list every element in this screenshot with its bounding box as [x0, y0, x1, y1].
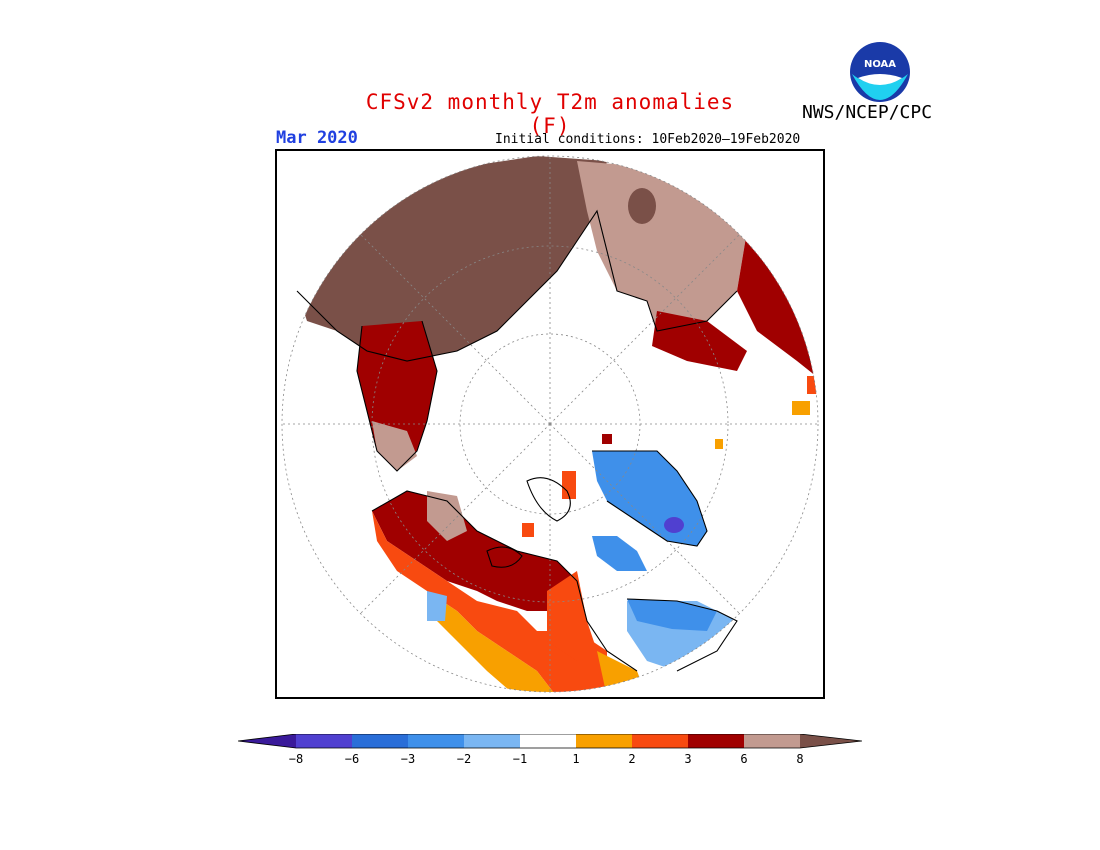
anomaly-m6-m3-siberia [664, 517, 684, 533]
anomaly-6-8-east [577, 161, 747, 331]
chart-title: CFSv2 monthly T2m anomalies (F) [365, 90, 735, 138]
anomaly-m3-m2-central [592, 536, 647, 571]
anomaly-3-6-namerica [372, 491, 577, 611]
colorbar-gt-p8 [800, 734, 862, 748]
colorbar-label-p2: 2 [628, 752, 636, 766]
colorbar-lt-minus8 [238, 734, 296, 748]
colorbar [238, 734, 862, 749]
anomaly-m2-m1-bottom [492, 689, 504, 692]
anomaly-3-6-east-edge [697, 171, 818, 381]
colorbar-m8-m6 [296, 734, 352, 748]
anomaly-1-2-spot-a [792, 401, 810, 415]
colorbar-m1-p1 [520, 734, 576, 748]
anomaly-m2-m1-west [427, 591, 447, 621]
svg-text:NOAA: NOAA [864, 59, 896, 70]
organization-label: NWS/NCEP/CPC [802, 102, 933, 123]
anomaly-1-2-us-east [597, 651, 647, 692]
colorbar-label-m6: −6 [344, 752, 360, 766]
anomaly-3-6-scandinavia [652, 311, 747, 371]
colorbar-m3-m2 [408, 734, 464, 748]
colorbar-p1-p2 [576, 734, 632, 748]
anomaly-6-8-namerica [427, 491, 467, 541]
colorbar-label-m3: −3 [400, 752, 416, 766]
anomaly-1-2-spot-c [715, 439, 723, 449]
anomaly-2-3-namerica [372, 511, 607, 692]
anomaly-gt8-spot [628, 188, 656, 224]
initial-conditions: Initial conditions: 10Feb2020–19Feb2020 [495, 132, 801, 147]
colorbar-label-m1: −1 [512, 752, 528, 766]
anomaly-6-8-west [372, 421, 417, 471]
colorbar-label-p3: 3 [684, 752, 692, 766]
forecast-month: Mar 2020 [276, 128, 358, 148]
anomaly-1-2-arctic-c [522, 523, 534, 537]
colorbar-label-p1: 1 [572, 752, 580, 766]
anomaly-1-2-namerica [427, 591, 557, 692]
colorbar-label-p6: 6 [740, 752, 748, 766]
anomaly-3-6-arctic-b [602, 434, 612, 444]
colorbar-label-m2: −2 [456, 752, 472, 766]
polar-map [281, 155, 819, 693]
colorbar-label-m8: −8 [288, 752, 304, 766]
anomaly-1-2-arctic-a [562, 471, 576, 499]
colorbar-m6-m3 [352, 734, 408, 748]
anomaly-gt8-asia [297, 156, 607, 361]
colorbar-label-p8: 8 [796, 752, 804, 766]
anomaly-m3-m2-south [627, 599, 717, 631]
colorbar-p2-p3 [632, 734, 688, 748]
anomaly-1-2-spot-b [807, 376, 817, 394]
anomaly-2-3-namerica-east [547, 571, 597, 661]
polar-map-frame [275, 149, 825, 699]
anomaly-m3-m2-siberia [592, 451, 707, 546]
colorbar-m2-m1 [464, 734, 520, 748]
colorbar-p6-p8 [744, 734, 800, 748]
noaa-logo: NOAA [850, 42, 910, 102]
colorbar-p3-p6 [688, 734, 744, 748]
